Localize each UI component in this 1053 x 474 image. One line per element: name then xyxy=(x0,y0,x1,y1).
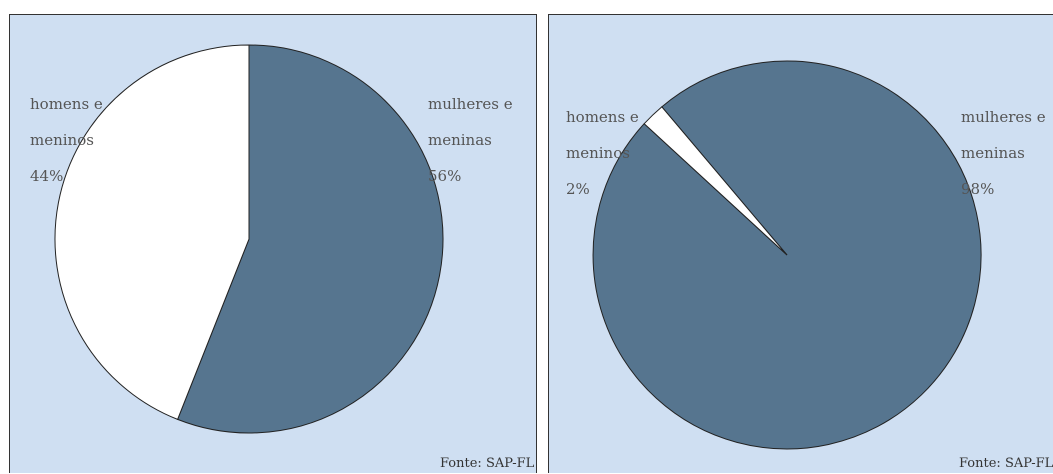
label-line: homens e xyxy=(566,108,639,126)
slice-label-men-boys: homens e meninos 2% xyxy=(566,90,639,198)
pie-chart-left xyxy=(54,44,444,434)
pie-slice-0 xyxy=(176,44,444,434)
slice-label-men-boys: homens e meninos 44% xyxy=(30,77,103,185)
slice-label-women-girls: mulheres e meninas 56% xyxy=(428,77,513,185)
source-note: Fonte: SAP-FL xyxy=(440,456,535,471)
label-line: mulheres e xyxy=(961,108,1046,126)
label-line: 98% xyxy=(961,180,995,198)
pie-chart-right xyxy=(592,60,982,450)
label-line: 2% xyxy=(566,180,590,198)
label-line: 44% xyxy=(30,167,64,185)
chart-panel-left: homens e meninos 44% mulheres e meninas … xyxy=(9,14,537,473)
chart-panel-right: homens e meninos 2% mulheres e meninas 9… xyxy=(548,14,1053,473)
label-line: meninos xyxy=(566,144,630,162)
label-line: homens e xyxy=(30,95,103,113)
label-line: mulheres e xyxy=(428,95,513,113)
label-line: meninos xyxy=(30,131,94,149)
label-line: meninas xyxy=(961,144,1025,162)
pie-slice-1 xyxy=(54,44,250,421)
pie-slice-1 xyxy=(643,106,788,256)
label-line: 56% xyxy=(428,167,462,185)
source-note: Fonte: SAP-FL xyxy=(959,456,1053,471)
slice-label-women-girls: mulheres e meninas 98% xyxy=(961,90,1046,198)
label-line: meninas xyxy=(428,131,492,149)
